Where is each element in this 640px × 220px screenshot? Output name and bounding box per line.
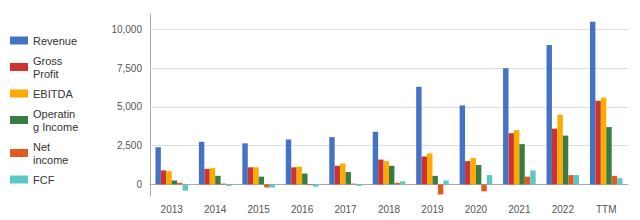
svg-text:7,500: 7,500 bbox=[117, 63, 142, 74]
svg-text:Net: Net bbox=[33, 141, 50, 153]
svg-text:EBITDA: EBITDA bbox=[33, 88, 73, 100]
svg-text:2016: 2016 bbox=[291, 204, 314, 215]
svg-text:2018: 2018 bbox=[378, 204, 401, 215]
svg-text:5,000: 5,000 bbox=[117, 101, 142, 112]
svg-text:2014: 2014 bbox=[204, 204, 227, 215]
svg-text:FCF: FCF bbox=[33, 174, 55, 186]
svg-text:10,000: 10,000 bbox=[111, 24, 142, 35]
svg-text:Gross: Gross bbox=[33, 55, 63, 67]
svg-text:Operatin: Operatin bbox=[33, 108, 75, 120]
svg-text:0: 0 bbox=[136, 179, 142, 190]
svg-text:2020: 2020 bbox=[465, 204, 488, 215]
svg-text:Profit: Profit bbox=[33, 68, 59, 80]
svg-text:g Income: g Income bbox=[33, 121, 78, 133]
svg-text:2,500: 2,500 bbox=[117, 140, 142, 151]
svg-text:2022: 2022 bbox=[552, 204, 575, 215]
svg-text:2013: 2013 bbox=[161, 204, 184, 215]
svg-text:2021: 2021 bbox=[508, 204, 531, 215]
svg-text:Revenue: Revenue bbox=[33, 35, 77, 47]
svg-text:TTM: TTM bbox=[596, 204, 617, 215]
svg-text:2017: 2017 bbox=[334, 204, 357, 215]
svg-text:income: income bbox=[33, 154, 68, 166]
svg-text:2019: 2019 bbox=[421, 204, 444, 215]
svg-text:2015: 2015 bbox=[248, 204, 271, 215]
